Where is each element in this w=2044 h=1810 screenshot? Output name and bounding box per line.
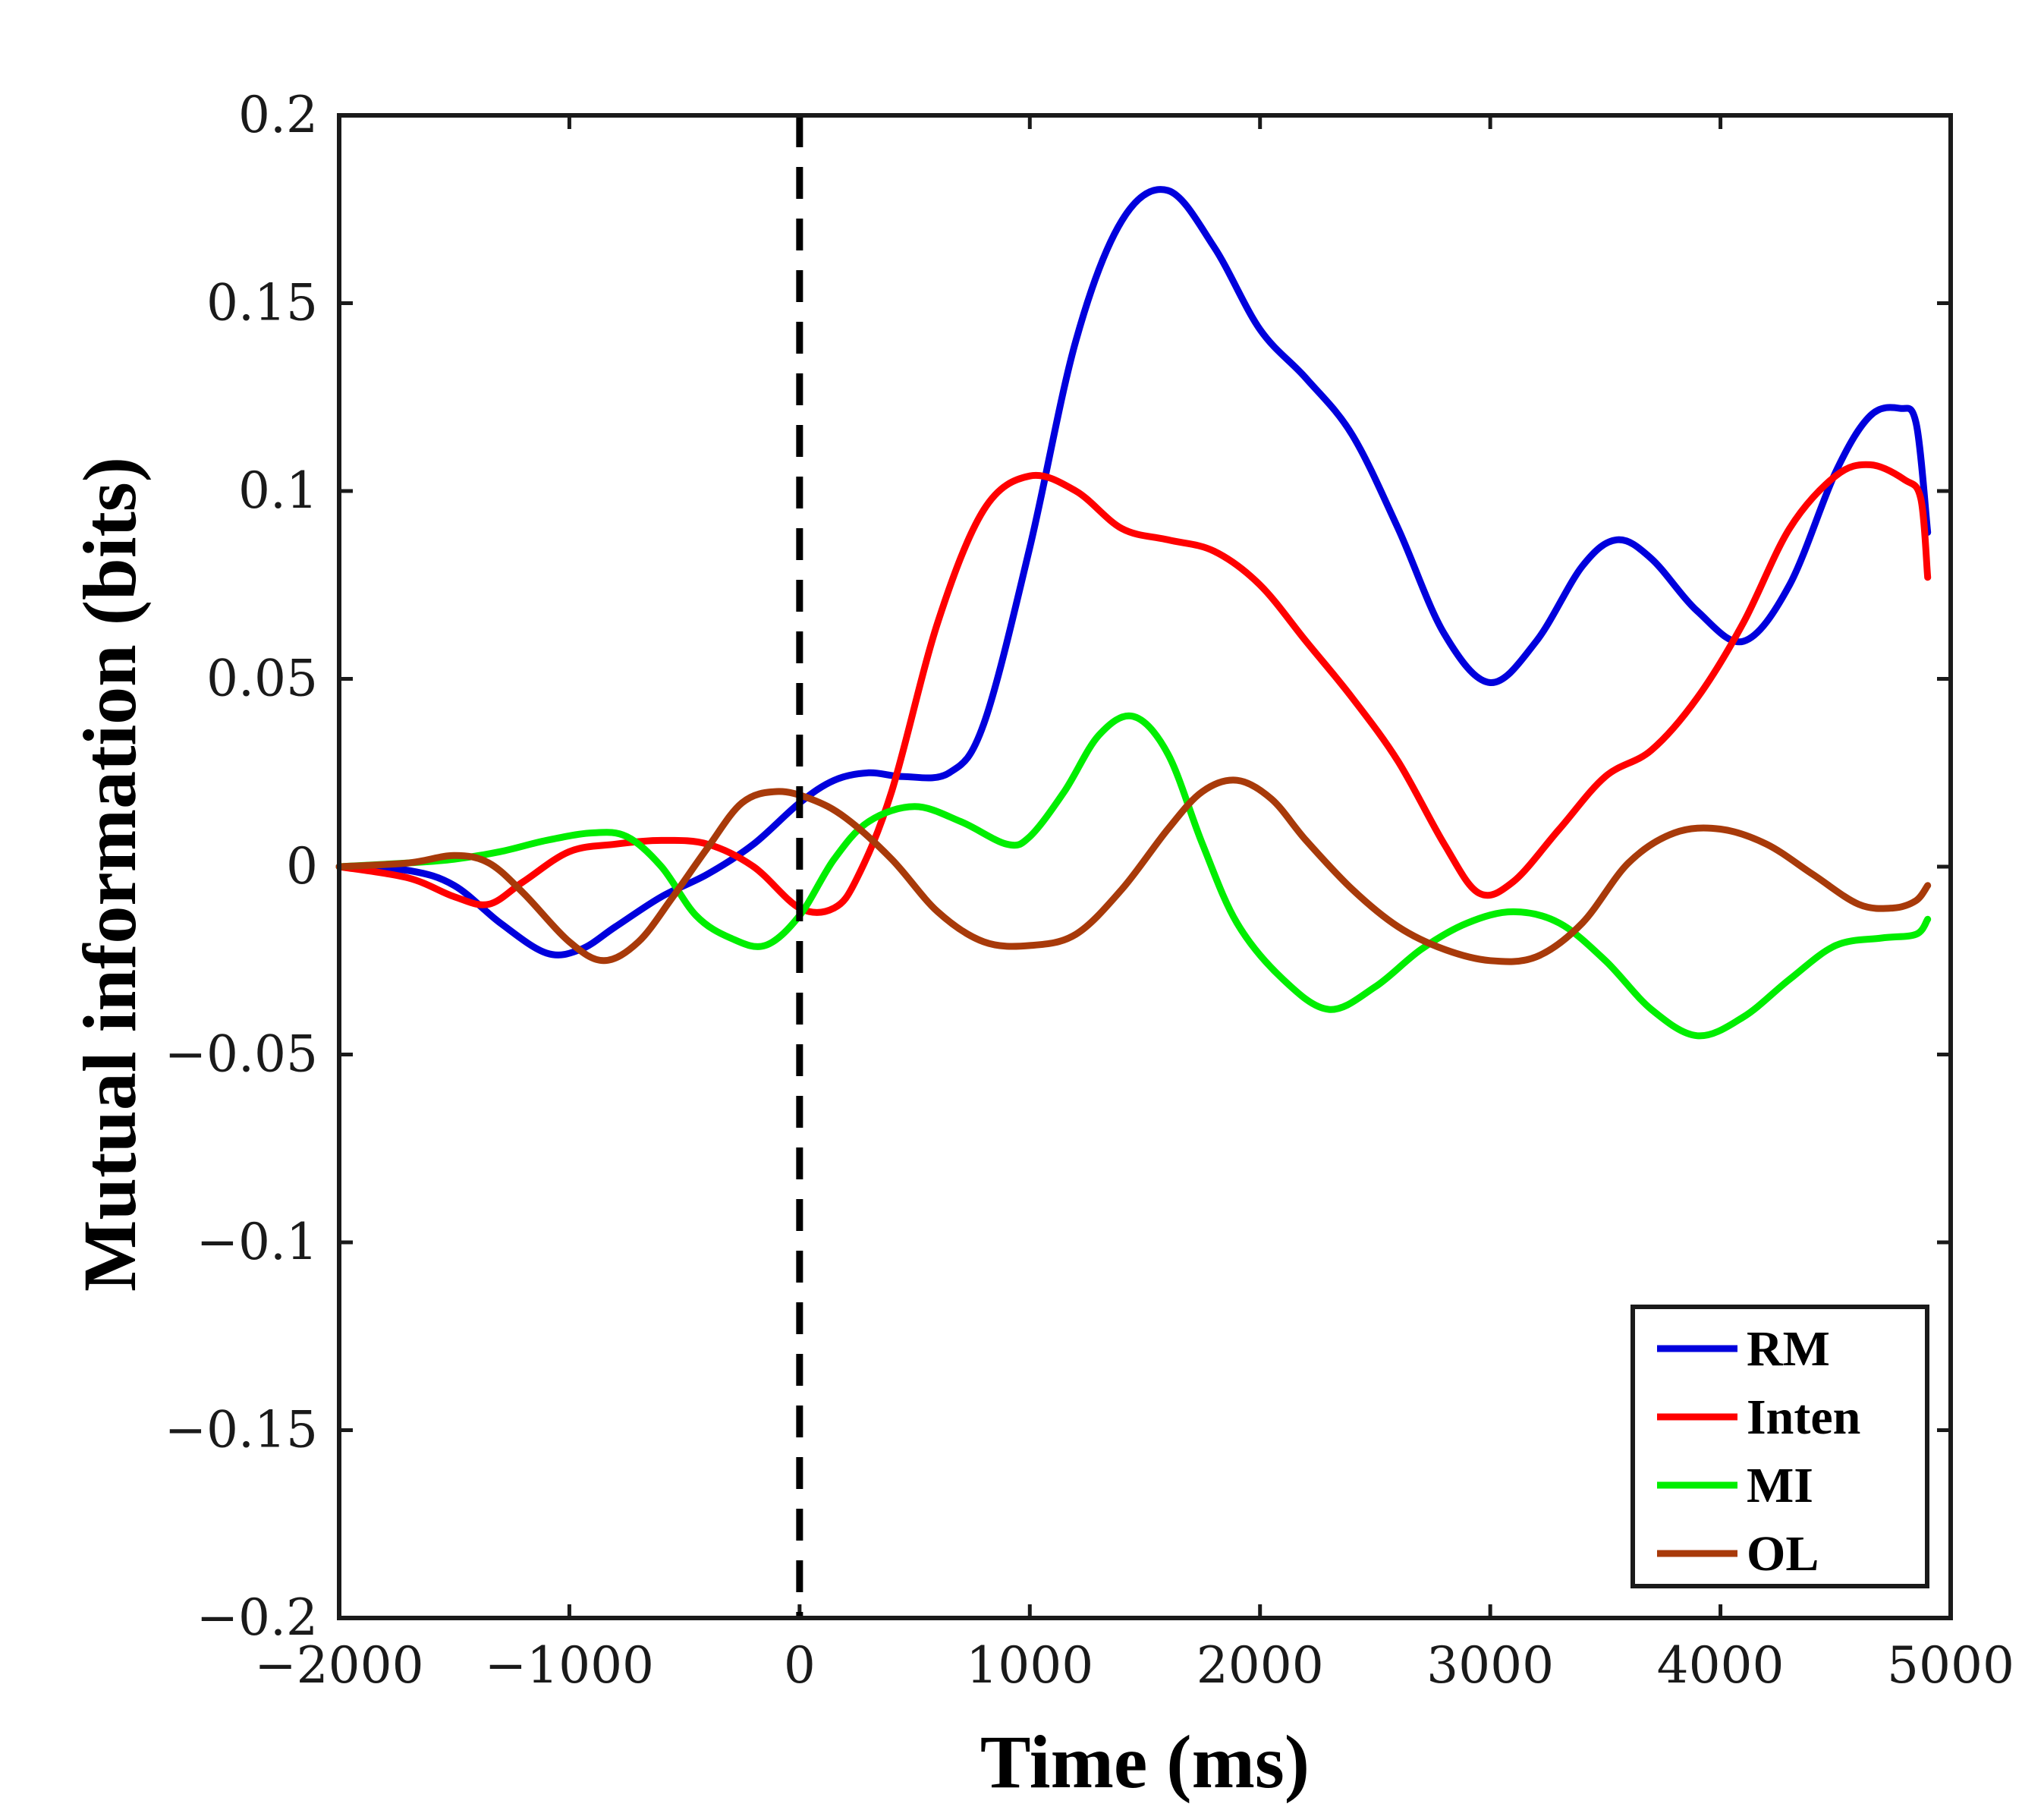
y-tick-label: 0.2 [238,86,318,144]
y-axis-title: Mutual information (bits) [68,457,152,1292]
x-tick-label: 2000 [1197,1636,1324,1695]
y-tick-label: −0.1 [197,1213,318,1271]
x-tick-label: 0 [784,1636,816,1695]
x-tick-label: −1000 [485,1636,654,1695]
y-tick-label: −0.2 [197,1588,318,1647]
series-line-rm [335,186,1932,959]
y-tick-labels: 0.2 0.15 0.1 0.05 0 −0.05 −0.1 −0.15 −0.2 [165,86,318,1647]
series-line-ol [335,776,1932,965]
legend-label-mi: MI [1747,1458,1813,1513]
y-tick-label: 0.15 [206,274,318,332]
y-tick-label: 0.1 [238,461,318,520]
legend-label-rm: RM [1747,1321,1830,1377]
y-tick-label: −0.15 [165,1401,318,1459]
series-line-mi [335,712,1932,1040]
y-tick-label: 0 [286,837,318,896]
x-tick-label: 1000 [966,1636,1093,1695]
x-tick-label: 5000 [1887,1636,2014,1695]
legend-label-inten: Inten [1747,1390,1860,1445]
series-line-inten [335,461,1932,916]
x-axis-title: Time (ms) [980,1720,1310,1804]
legend: RM Inten MI OL [1630,1305,1929,1588]
plot-area-frame [337,113,1953,1620]
x-tick-label: 3000 [1426,1636,1554,1695]
x-tick-label: −2000 [254,1636,423,1695]
y-tick-label: −0.05 [165,1025,318,1084]
x-tick-labels: −2000 −1000 0 1000 2000 3000 4000 5000 [254,1636,2014,1695]
legend-box [1630,1305,1929,1588]
series-lines [335,186,1932,1040]
x-tick-label: 4000 [1657,1636,1785,1695]
y-tick-label: 0.05 [206,650,318,708]
legend-label-ol: OL [1747,1526,1819,1582]
